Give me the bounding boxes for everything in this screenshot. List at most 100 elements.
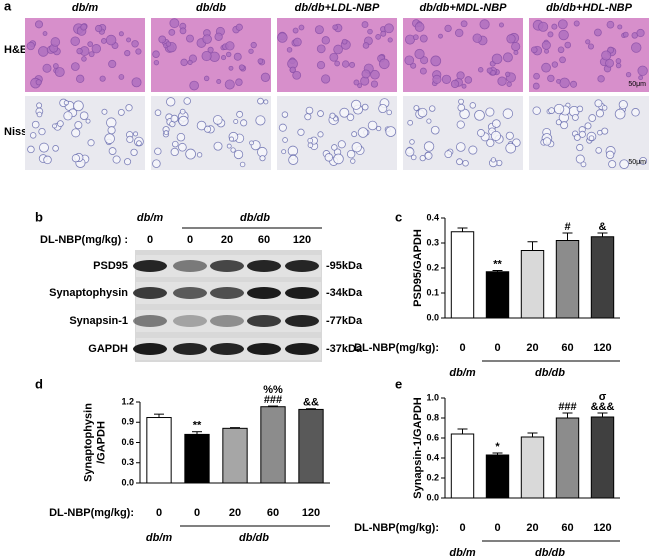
cell	[541, 62, 551, 73]
cell	[154, 109, 162, 116]
cell	[131, 40, 139, 48]
y-tick-label: 1.2	[121, 396, 134, 406]
dose: 120	[293, 234, 311, 246]
dose: 60	[258, 234, 270, 246]
y-tick-label: 0.1	[426, 287, 439, 297]
cell	[38, 127, 46, 136]
dose-label: DL-NBP(mg/kg) :	[40, 234, 128, 246]
cell	[124, 50, 131, 57]
column-header: db/db+HDL-NBP	[546, 2, 633, 14]
bar	[555, 240, 580, 319]
x-tick-label: 0	[156, 507, 162, 519]
cell	[329, 112, 336, 119]
cell	[588, 135, 595, 141]
bar	[520, 250, 545, 319]
cell	[548, 107, 555, 114]
cell	[135, 48, 142, 55]
cell	[575, 154, 585, 164]
cell	[426, 118, 432, 124]
x-tick-label: 0	[494, 342, 500, 354]
y-axis-label: PSD95/GAPDH	[412, 229, 424, 307]
cell	[321, 74, 331, 84]
cell	[187, 59, 193, 65]
cell	[126, 135, 134, 143]
y-tick-label: 0.3	[426, 237, 439, 247]
scale-bar: 50μm	[628, 81, 646, 88]
cell	[376, 125, 382, 132]
cell	[594, 28, 602, 37]
cell	[216, 79, 222, 84]
dose: 0	[187, 234, 193, 246]
cell	[608, 160, 617, 169]
cell	[99, 75, 106, 82]
cell	[497, 76, 507, 86]
cell	[54, 67, 65, 78]
cell	[637, 65, 648, 76]
cell	[384, 23, 394, 34]
cell	[202, 34, 212, 44]
size-label: -77kDa	[326, 315, 363, 327]
cell	[263, 99, 269, 105]
protein-label: Synapsin-1	[69, 315, 128, 327]
cell	[432, 74, 442, 84]
blot-band	[210, 343, 244, 355]
cell	[417, 107, 428, 118]
dose: 20	[221, 234, 233, 246]
cell	[179, 27, 187, 35]
cell	[585, 39, 591, 45]
x-tick-label: 0	[194, 507, 200, 519]
cell	[43, 155, 52, 165]
protein-label: GAPDH	[88, 343, 128, 355]
bar	[222, 427, 248, 484]
cell	[106, 117, 117, 128]
cell	[619, 159, 629, 169]
cell	[233, 52, 242, 61]
cell	[289, 66, 297, 74]
cell	[468, 145, 478, 155]
cell	[370, 69, 380, 80]
cell	[551, 61, 559, 68]
cell	[502, 108, 514, 119]
cell	[614, 108, 626, 120]
cell	[605, 150, 615, 160]
bar	[450, 231, 475, 319]
cell	[601, 105, 608, 111]
cell	[631, 42, 642, 53]
cell	[542, 137, 552, 146]
group-label: db/m	[137, 212, 163, 224]
cell	[472, 33, 482, 43]
cell	[34, 20, 44, 29]
cell	[101, 108, 108, 115]
group-label: db/m	[146, 532, 172, 544]
x-tick-label: 120	[302, 507, 320, 519]
cell	[595, 147, 602, 154]
cell	[80, 23, 88, 31]
cell	[461, 83, 467, 89]
cell	[214, 32, 223, 41]
cell	[490, 69, 496, 76]
cell	[63, 100, 69, 106]
cell	[250, 41, 257, 49]
cell	[76, 74, 85, 83]
cell	[239, 161, 246, 168]
panel-label: a	[4, 0, 12, 13]
cell	[133, 131, 139, 137]
cell	[361, 21, 369, 29]
cell	[559, 56, 566, 64]
cell	[288, 154, 299, 165]
cell	[57, 120, 64, 127]
cell	[638, 75, 644, 81]
cell	[79, 111, 89, 120]
bar	[184, 433, 210, 484]
cell	[125, 104, 133, 112]
cell	[346, 149, 356, 159]
cell	[212, 115, 223, 125]
cell	[169, 18, 180, 29]
cell	[555, 119, 562, 126]
cell	[333, 153, 344, 165]
cell	[178, 115, 189, 127]
cell	[349, 61, 356, 68]
cell	[502, 52, 513, 63]
cell	[556, 78, 561, 84]
cell	[257, 97, 264, 105]
